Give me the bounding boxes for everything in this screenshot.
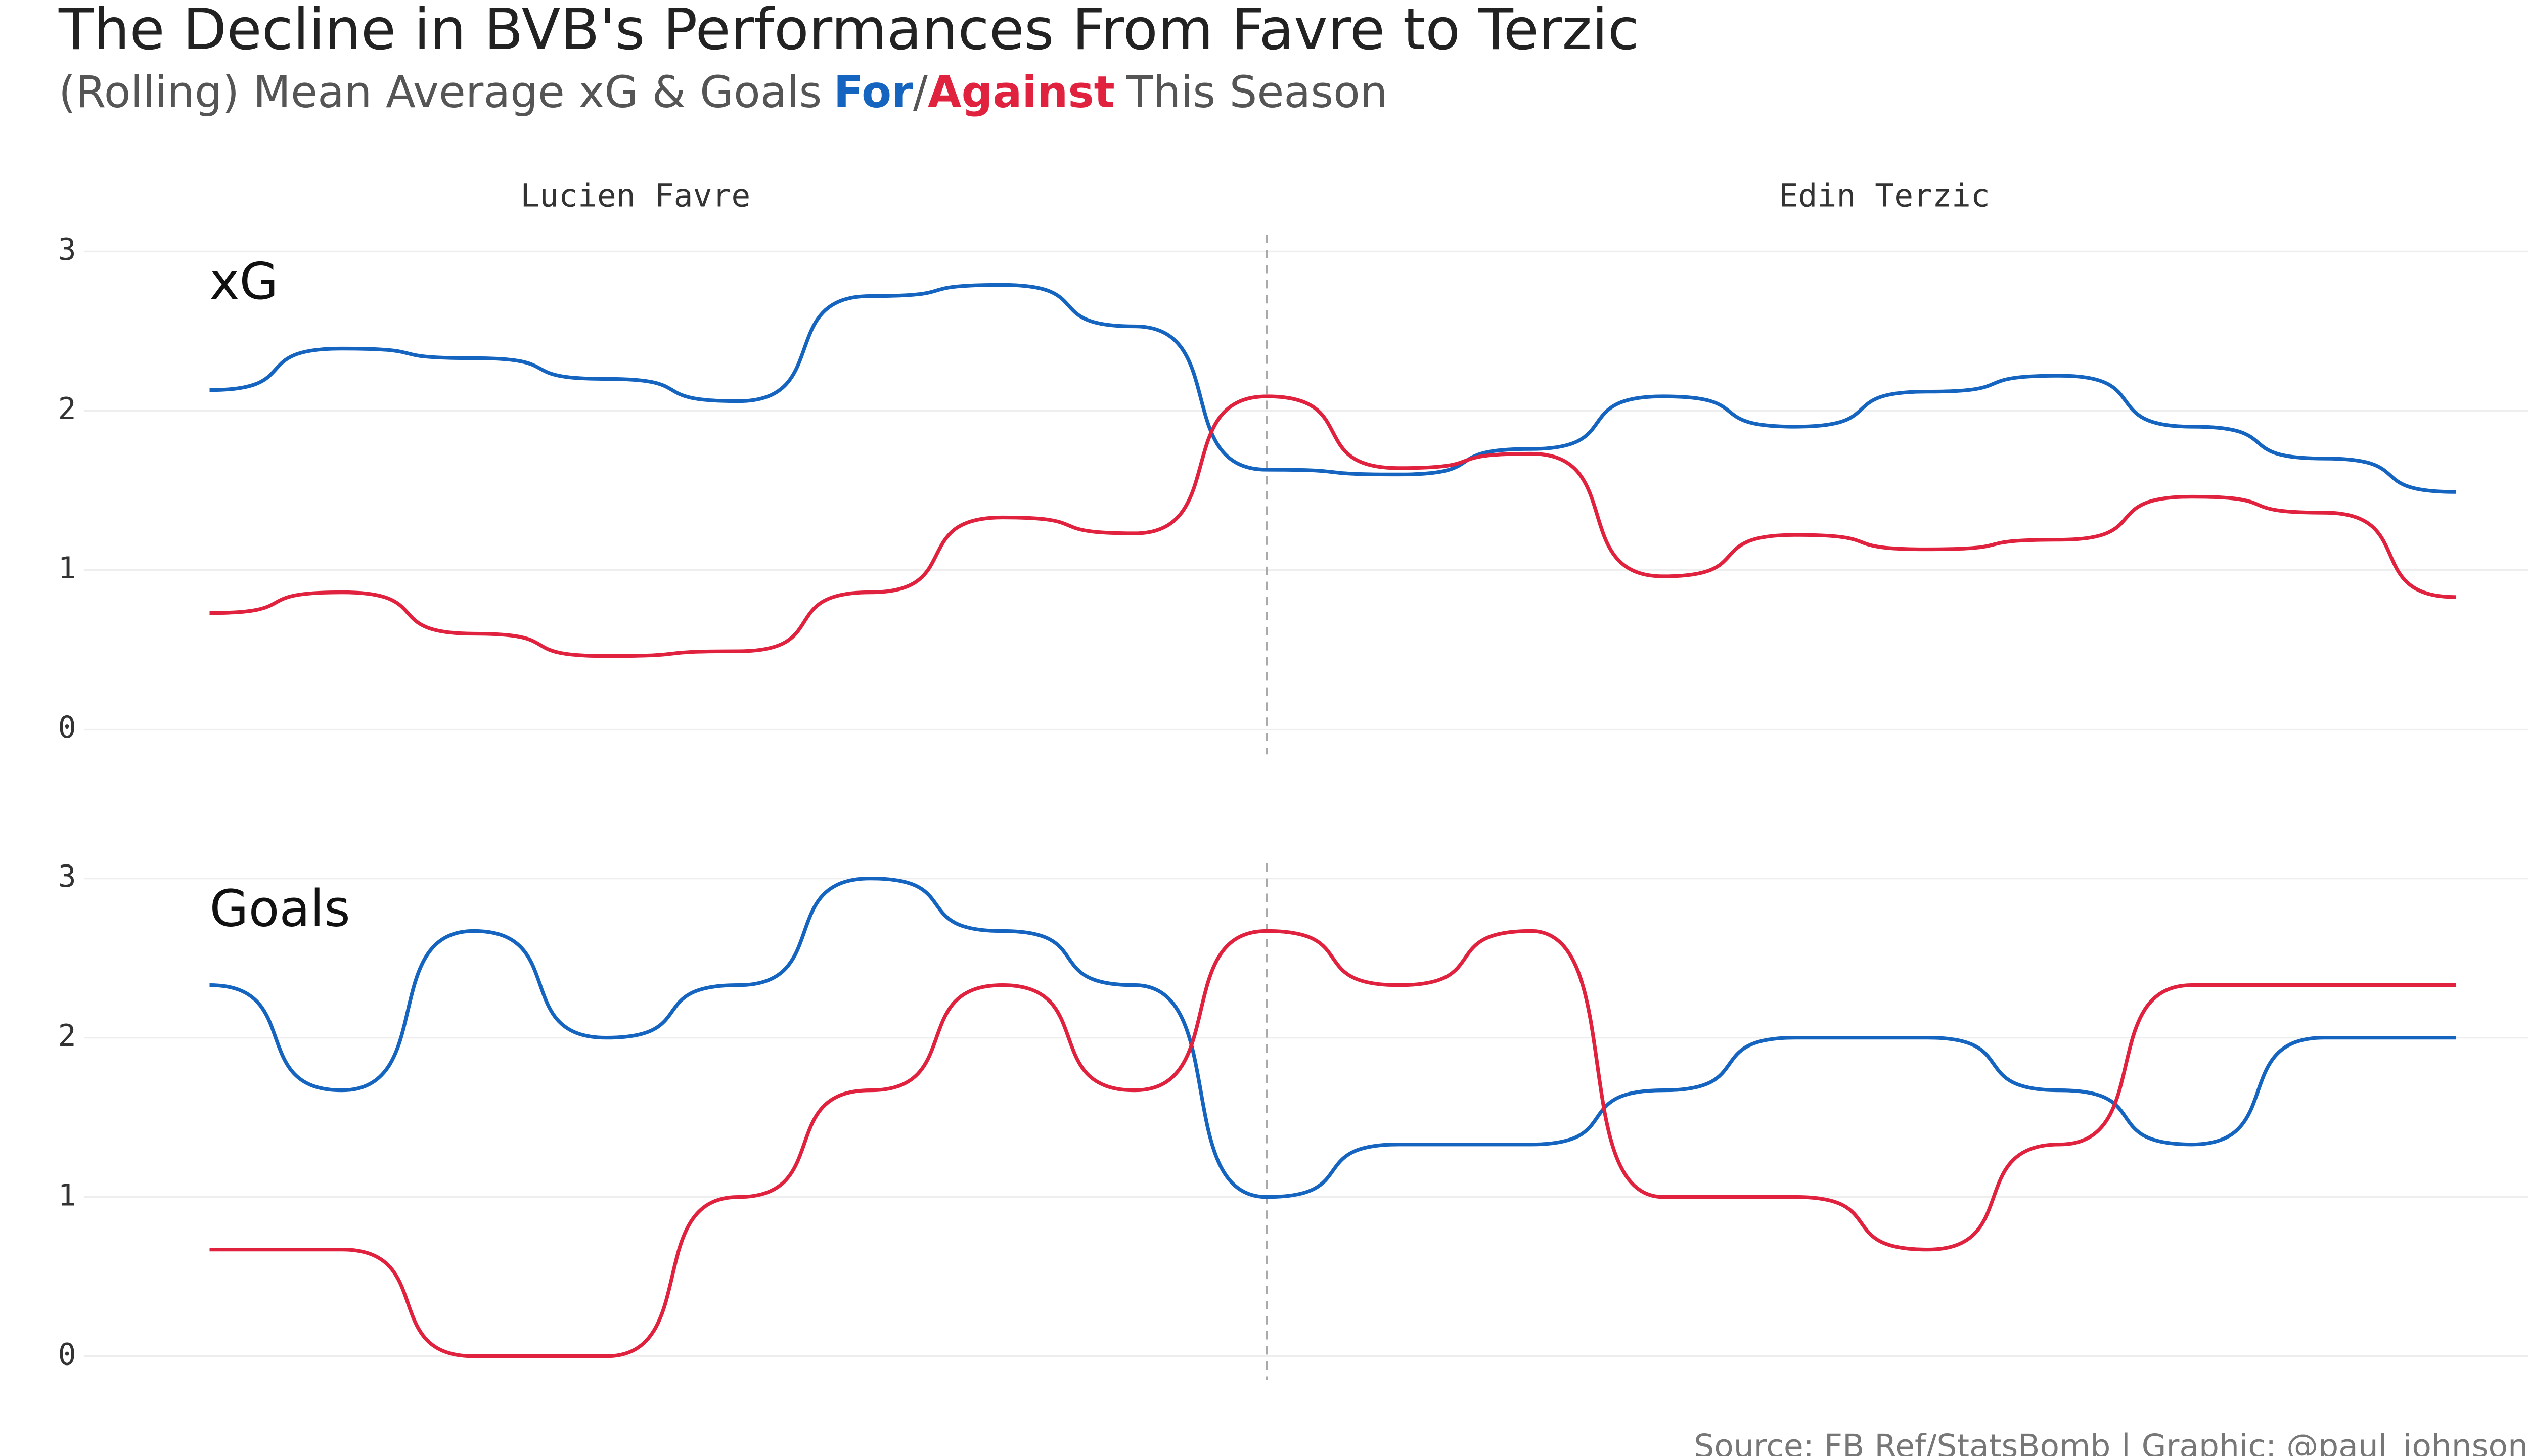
- line-series: [209, 876, 2457, 1199]
- line-series: [209, 394, 2457, 658]
- line-series: [209, 283, 2457, 494]
- y-tick-label: 1: [58, 1178, 76, 1213]
- facet-label: Lucien Favre: [520, 177, 750, 214]
- y-tick-label: 3: [58, 233, 76, 267]
- y-tick-label: 1: [58, 551, 76, 586]
- subtitle-prefix: (Rolling) Mean Average xG & Goals: [59, 67, 822, 118]
- subtitle-separator: /: [913, 67, 928, 118]
- y-tick-label: 0: [58, 710, 76, 745]
- panel-label: Goals: [210, 880, 350, 938]
- caption: Source: FB Ref/StatsBomb | Graphic: @pau…: [1694, 1428, 2528, 1456]
- title: The Decline in BVB's Performances From F…: [58, 0, 1639, 63]
- subtitle: (Rolling) Mean Average xG & Goals For/Aga…: [59, 67, 1387, 118]
- y-tick-label: 2: [58, 1019, 76, 1054]
- y-tick-label: 2: [58, 392, 76, 427]
- line-series: [209, 929, 2457, 1358]
- panel-label: xG: [210, 253, 279, 311]
- subtitle-for: For: [834, 67, 914, 118]
- subtitle-against: Against: [928, 67, 1115, 118]
- subtitle-suffix: This Season: [1126, 67, 1387, 118]
- y-tick-label: 3: [58, 859, 76, 894]
- y-tick-label: 0: [58, 1337, 76, 1372]
- facet-label: Edin Terzic: [1779, 177, 1990, 214]
